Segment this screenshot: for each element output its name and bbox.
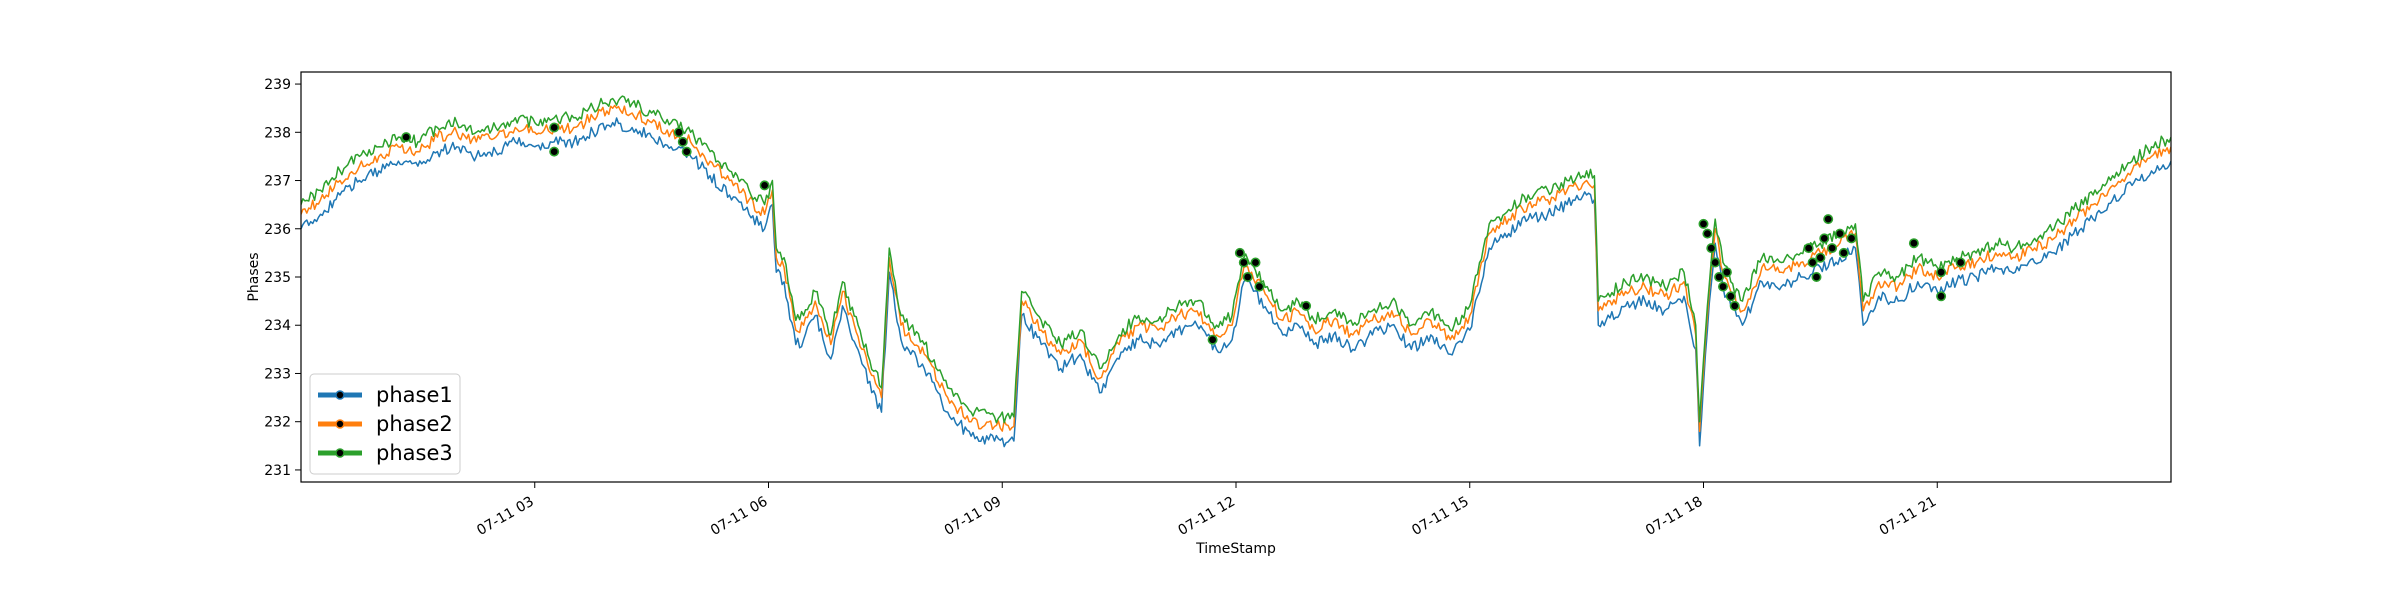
anomaly-point — [1710, 257, 1721, 268]
x-tick-label: 07-11 15 — [1409, 494, 1472, 539]
anomaly-point — [673, 127, 684, 138]
anomaly-point — [1838, 247, 1849, 258]
y-tick-label: 234 — [264, 318, 291, 334]
legend-marker — [335, 448, 345, 458]
series-layer — [301, 95, 2171, 448]
x-tick-label: 07-11 09 — [942, 494, 1005, 539]
anomaly-point — [1301, 300, 1312, 311]
x-tick-label: 07-11 12 — [1175, 494, 1238, 539]
legend: phase1 phase2 phase3 — [309, 373, 461, 475]
anomaly-point — [1908, 238, 1919, 249]
anomaly-point — [1823, 214, 1834, 225]
series-line-phase3 — [301, 95, 2171, 424]
y-tick-label: 236 — [264, 222, 291, 238]
anomaly-point — [1955, 257, 1966, 268]
anomaly-point — [759, 180, 770, 191]
anomaly-point — [1234, 247, 1245, 258]
anomaly-point — [401, 132, 412, 143]
anomaly-point — [1815, 252, 1826, 263]
anomaly-point — [1718, 281, 1729, 292]
anomaly-point — [1254, 281, 1265, 292]
anomaly-point — [1834, 228, 1845, 239]
anomaly-point — [1242, 271, 1253, 282]
y-tick-label: 231 — [264, 463, 291, 479]
y-tick-label: 239 — [264, 77, 291, 93]
anomaly-point — [549, 122, 560, 133]
legend-label-phase1: phase1 — [376, 383, 453, 407]
anomaly-point — [1698, 218, 1709, 229]
anomaly-point — [1936, 267, 1947, 278]
x-tick-label: 07-11 21 — [1877, 494, 1940, 539]
legend-marker — [335, 390, 345, 400]
series-line-phase1 — [301, 117, 2171, 448]
anomaly-point — [1819, 233, 1830, 244]
anomaly-point — [1238, 257, 1249, 268]
x-tick-label: 07-11 18 — [1643, 494, 1706, 539]
anomaly-point — [1725, 291, 1736, 302]
y-tick-label: 232 — [264, 415, 291, 431]
x-axis-label: TimeStamp — [1195, 541, 1276, 557]
legend-box — [309, 373, 461, 475]
anomaly-point — [1811, 271, 1822, 282]
x-tick-label: 07-11 03 — [474, 494, 537, 539]
y-tick-label: 237 — [264, 174, 291, 190]
legend-label-phase2: phase2 — [376, 412, 453, 436]
y-axis: 231 232 233 234 235 236 237 238 239 — [264, 77, 301, 479]
series-line-phase2 — [301, 104, 2171, 433]
anomaly-point — [1807, 257, 1818, 268]
anomaly-point — [549, 146, 560, 157]
anomaly-point — [1714, 271, 1725, 282]
anomaly-point — [1207, 334, 1218, 345]
anomaly-point — [1936, 291, 1947, 302]
legend-label-phase3: phase3 — [376, 441, 453, 465]
y-tick-label: 235 — [264, 270, 291, 286]
anomaly-point — [1721, 267, 1732, 278]
y-tick-label: 238 — [264, 125, 291, 141]
anomaly-point — [1803, 243, 1814, 254]
x-tick-label: 07-11 06 — [708, 494, 771, 539]
anomaly-point — [1827, 243, 1838, 254]
anomaly-point — [1250, 257, 1261, 268]
anomaly-point — [1846, 233, 1857, 244]
anomaly-point — [1729, 300, 1740, 311]
y-axis-label: Phases — [246, 252, 262, 301]
anomaly-point — [1706, 243, 1717, 254]
y-tick-label: 233 — [264, 366, 291, 382]
legend-marker — [335, 419, 345, 429]
anomaly-point — [677, 136, 688, 147]
anomaly-point — [1702, 228, 1713, 239]
anomaly-point — [681, 146, 692, 157]
x-axis: 07-11 03 07-11 06 07-11 09 07-11 12 07-11 15… — [474, 482, 1939, 539]
anomaly-points-layer — [401, 122, 1966, 345]
